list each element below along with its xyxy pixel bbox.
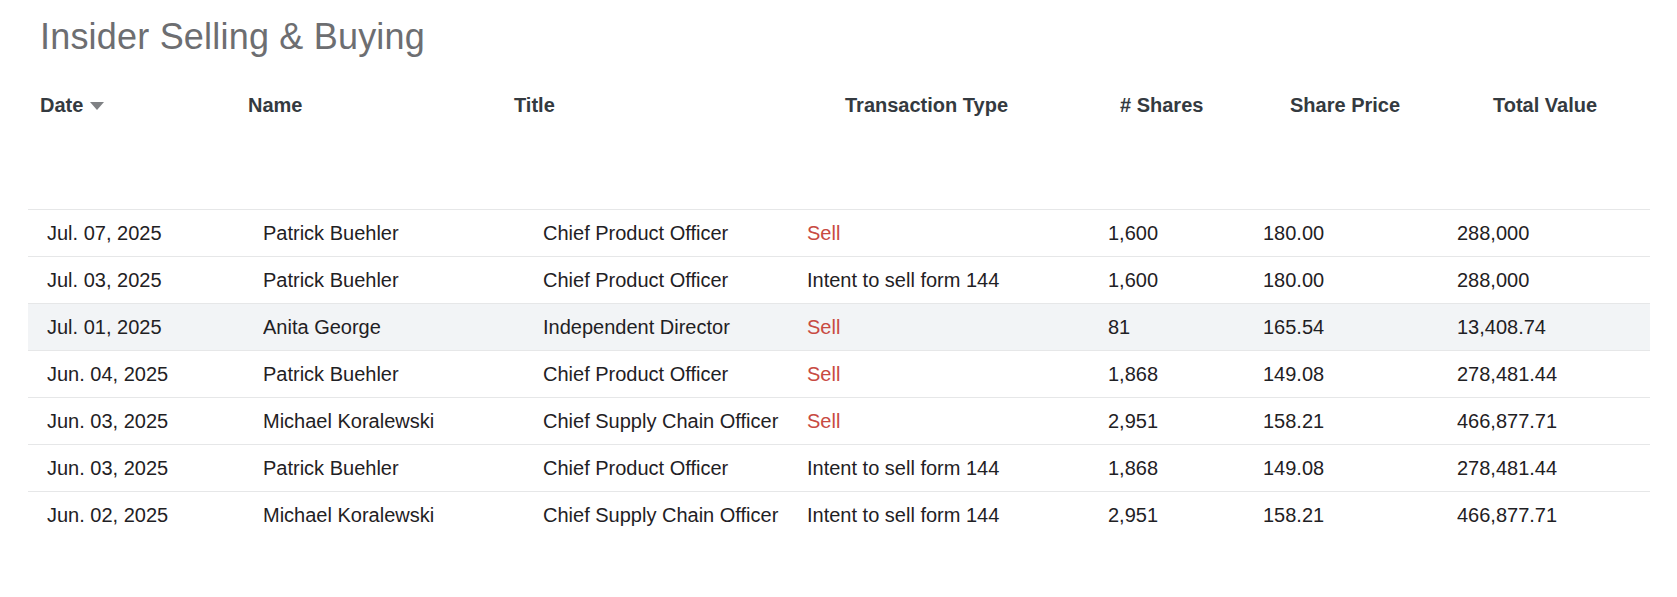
cell-total-value: 278,481.44 [1457, 457, 1650, 480]
cell-transaction-type: Intent to sell form 144 [807, 504, 1108, 527]
cell-title: Chief Product Officer [543, 457, 807, 480]
cell-date: Jun. 02, 2025 [47, 504, 263, 527]
table-row: Jun. 03, 2025 Michael Koralewski Chief S… [28, 397, 1650, 444]
cell-share-price: 165.54 [1263, 316, 1457, 339]
column-header-transaction-type[interactable]: Transaction Type [845, 94, 1120, 117]
cell-transaction-type: Intent to sell form 144 [807, 269, 1108, 292]
cell-name: Patrick Buehler [263, 222, 543, 245]
column-header-share-price[interactable]: Share Price [1290, 94, 1493, 117]
column-header-shares[interactable]: # Shares [1120, 94, 1290, 117]
cell-share-price: 149.08 [1263, 363, 1457, 386]
table-row: Jul. 03, 2025 Patrick Buehler Chief Prod… [28, 256, 1650, 303]
insider-transactions-panel: Insider Selling & Buying Date Name Title… [0, 0, 1677, 538]
cell-title: Chief Supply Chain Officer [543, 504, 807, 527]
cell-share-price: 149.08 [1263, 457, 1457, 480]
page-title: Insider Selling & Buying [40, 14, 1677, 60]
table-row: Jun. 04, 2025 Patrick Buehler Chief Prod… [28, 350, 1650, 397]
sort-caret-down-icon [90, 102, 104, 110]
table-header-row: Date Name Title Transaction Type # Share… [0, 94, 1677, 117]
cell-title: Chief Product Officer [543, 363, 807, 386]
cell-shares: 1,600 [1108, 222, 1263, 245]
cell-shares: 1,868 [1108, 457, 1263, 480]
cell-transaction-type: Sell [807, 363, 1108, 386]
cell-shares: 1,600 [1108, 269, 1263, 292]
cell-shares: 81 [1108, 316, 1263, 339]
cell-date: Jun. 03, 2025 [47, 457, 263, 480]
cell-share-price: 158.21 [1263, 504, 1457, 527]
cell-name: Michael Koralewski [263, 504, 543, 527]
cell-transaction-type: Sell [807, 222, 1108, 245]
column-header-total-value[interactable]: Total Value [1493, 94, 1677, 117]
cell-total-value: 13,408.74 [1457, 316, 1650, 339]
table-row: Jun. 03, 2025 Patrick Buehler Chief Prod… [28, 444, 1650, 491]
cell-share-price: 158.21 [1263, 410, 1457, 433]
cell-share-price: 180.00 [1263, 222, 1457, 245]
cell-title: Chief Product Officer [543, 269, 807, 292]
cell-date: Jul. 07, 2025 [47, 222, 263, 245]
cell-date: Jul. 03, 2025 [47, 269, 263, 292]
cell-name: Patrick Buehler [263, 457, 543, 480]
cell-total-value: 466,877.71 [1457, 410, 1650, 433]
table-row: Jul. 07, 2025 Patrick Buehler Chief Prod… [28, 209, 1650, 256]
table-row: Jun. 02, 2025 Michael Koralewski Chief S… [28, 491, 1650, 538]
column-header-title[interactable]: Title [514, 94, 845, 117]
cell-name: Anita George [263, 316, 543, 339]
cell-shares: 1,868 [1108, 363, 1263, 386]
cell-date: Jun. 03, 2025 [47, 410, 263, 433]
cell-total-value: 288,000 [1457, 269, 1650, 292]
cell-transaction-type: Sell [807, 410, 1108, 433]
cell-name: Patrick Buehler [263, 269, 543, 292]
cell-title: Independent Director [543, 316, 807, 339]
cell-transaction-type: Sell [807, 316, 1108, 339]
column-header-date[interactable]: Date [40, 94, 248, 117]
cell-shares: 2,951 [1108, 410, 1263, 433]
table-row: Jul. 01, 2025 Anita George Independent D… [28, 303, 1650, 350]
cell-title: Chief Product Officer [543, 222, 807, 245]
header-gap [0, 117, 1677, 209]
cell-total-value: 466,877.71 [1457, 504, 1650, 527]
cell-total-value: 278,481.44 [1457, 363, 1650, 386]
cell-title: Chief Supply Chain Officer [543, 410, 807, 433]
cell-shares: 2,951 [1108, 504, 1263, 527]
cell-date: Jul. 01, 2025 [47, 316, 263, 339]
cell-share-price: 180.00 [1263, 269, 1457, 292]
column-header-name[interactable]: Name [248, 94, 514, 117]
cell-total-value: 288,000 [1457, 222, 1650, 245]
cell-date: Jun. 04, 2025 [47, 363, 263, 386]
cell-transaction-type: Intent to sell form 144 [807, 457, 1108, 480]
column-header-date-label: Date [40, 94, 83, 116]
cell-name: Patrick Buehler [263, 363, 543, 386]
cell-name: Michael Koralewski [263, 410, 543, 433]
table-body: Jul. 07, 2025 Patrick Buehler Chief Prod… [28, 209, 1650, 538]
